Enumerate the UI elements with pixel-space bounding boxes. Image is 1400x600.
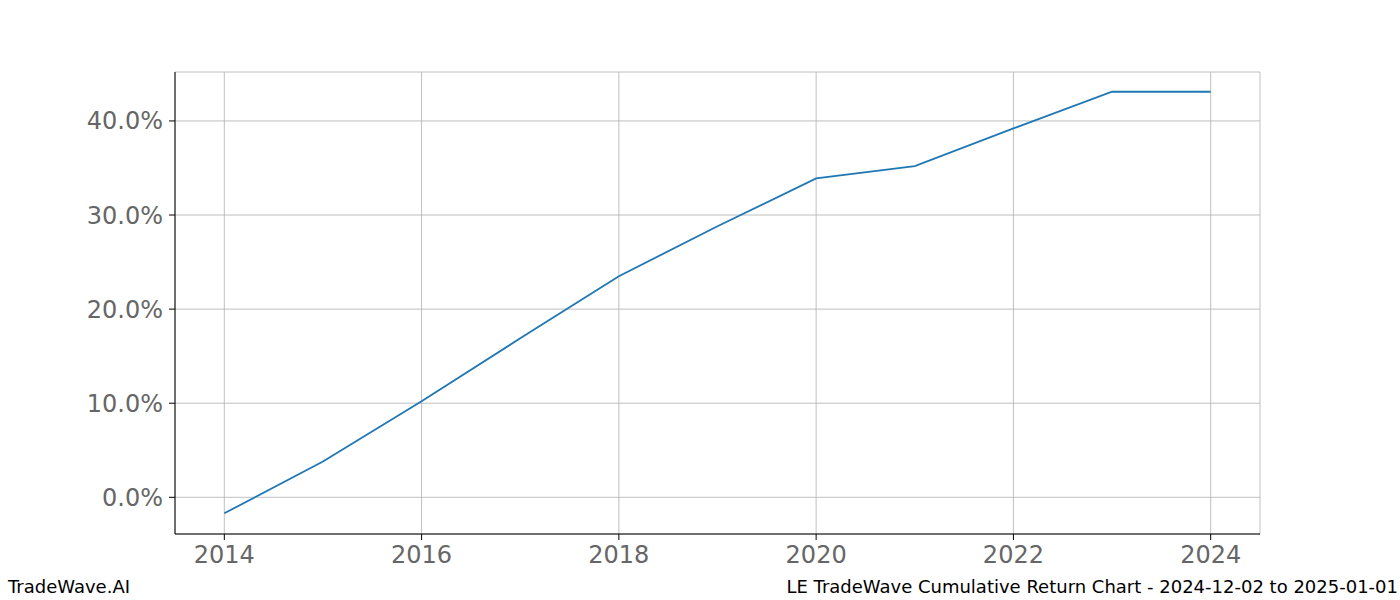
svg-text:2018: 2018 (588, 541, 649, 569)
svg-text:10.0%: 10.0% (87, 390, 163, 418)
svg-text:2022: 2022 (983, 541, 1044, 569)
svg-text:2020: 2020 (786, 541, 847, 569)
svg-text:20.0%: 20.0% (87, 296, 163, 324)
svg-text:30.0%: 30.0% (87, 202, 163, 230)
svg-text:0.0%: 0.0% (102, 484, 163, 512)
svg-text:40.0%: 40.0% (87, 107, 163, 135)
svg-text:2024: 2024 (1180, 541, 1241, 569)
html-text:LE TradeWave Cumulative Return: LE TradeWave Cumulative Return Chart - 2… (786, 576, 1398, 597)
html-text:TradeWave.AI: TradeWave.AI (8, 576, 130, 597)
svg-text:2014: 2014 (194, 541, 255, 569)
svg-text:2016: 2016 (391, 541, 452, 569)
